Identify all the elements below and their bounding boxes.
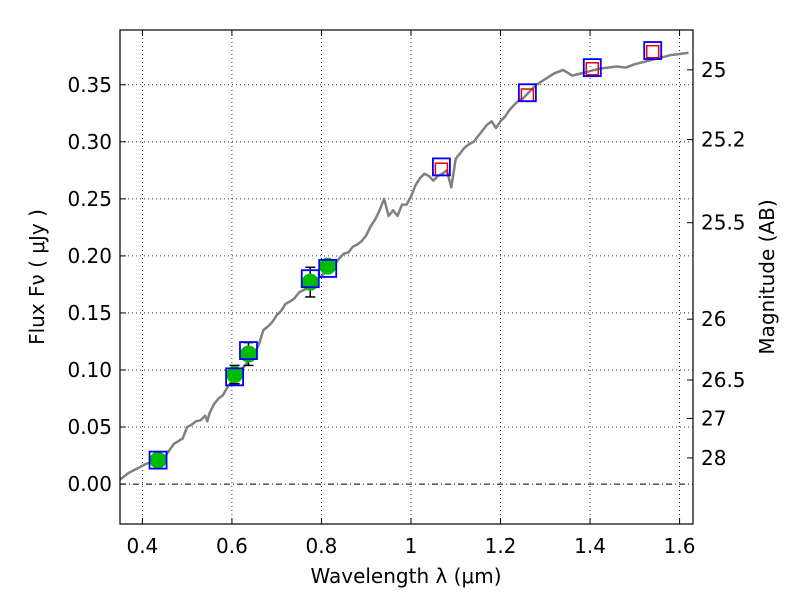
x-axis-label: Wavelength λ (μm) (310, 564, 501, 588)
x-tick-label: 1 (405, 534, 418, 558)
data-marks (148, 41, 663, 470)
y-tick-label: 0.10 (67, 358, 112, 382)
x-axis: 0.4 0.6 0.8 1 1.2 1.4 1.6 (126, 30, 695, 558)
y-tick-label: 0.25 (67, 187, 112, 211)
y-tick-label: 0.30 (67, 130, 112, 154)
magnitude-tick-label: 26.5 (701, 368, 746, 392)
model-flux-marker (225, 367, 245, 387)
model-flux-marker (643, 41, 663, 60)
plot-frame (119, 29, 694, 525)
magnitude-axis: 25 25.2 25.5 26 26.5 27 28 (687, 58, 746, 470)
magnitude-tick-label: 25 (701, 58, 726, 82)
x-tick-label: 0.4 (126, 534, 158, 558)
x-tick-label: 0.6 (216, 534, 248, 558)
model-flux-marker (239, 341, 258, 360)
magnitude-tick-label: 25.2 (701, 128, 746, 152)
y-tick-label: 0.15 (67, 301, 112, 325)
model-flux-marker (582, 58, 602, 78)
model-flux-marker (148, 450, 168, 470)
y-tick-label: 0.05 (67, 415, 112, 439)
y-tick-label: 0.20 (67, 244, 112, 268)
model-flux-marker (300, 269, 320, 289)
y-tick-label: 0.00 (67, 472, 112, 496)
magnitude-tick-label: 27 (701, 406, 726, 430)
y-axis-label: Flux Fν ( μJy ) (25, 209, 49, 345)
x-tick-label: 1.2 (485, 534, 517, 558)
observed-nir-point (645, 44, 660, 59)
magnitude-tick-label: 26 (701, 307, 726, 331)
model-flux-marker (517, 83, 537, 103)
magnitude-axis-label: Magnitude (AB) (755, 199, 779, 354)
sed-model-line (119, 51, 689, 481)
observed-nir-point (585, 62, 600, 76)
model-flux-marker (318, 259, 338, 278)
magnitude-tick-label: 28 (701, 446, 726, 470)
model-flux-marker (432, 157, 451, 177)
magnitude-tick-label: 25.5 (701, 211, 746, 235)
y-tick-label: 0.35 (67, 73, 112, 97)
plot-area (120, 30, 693, 524)
y-axis: 0.00 0.05 0.10 0.15 0.20 0.25 0.30 0.35 (67, 73, 126, 496)
x-tick-label: 0.8 (306, 534, 338, 558)
observed-hst-point (149, 451, 167, 469)
x-tick-label: 1.4 (574, 534, 606, 558)
x-tick-label: 1.6 (664, 534, 696, 558)
